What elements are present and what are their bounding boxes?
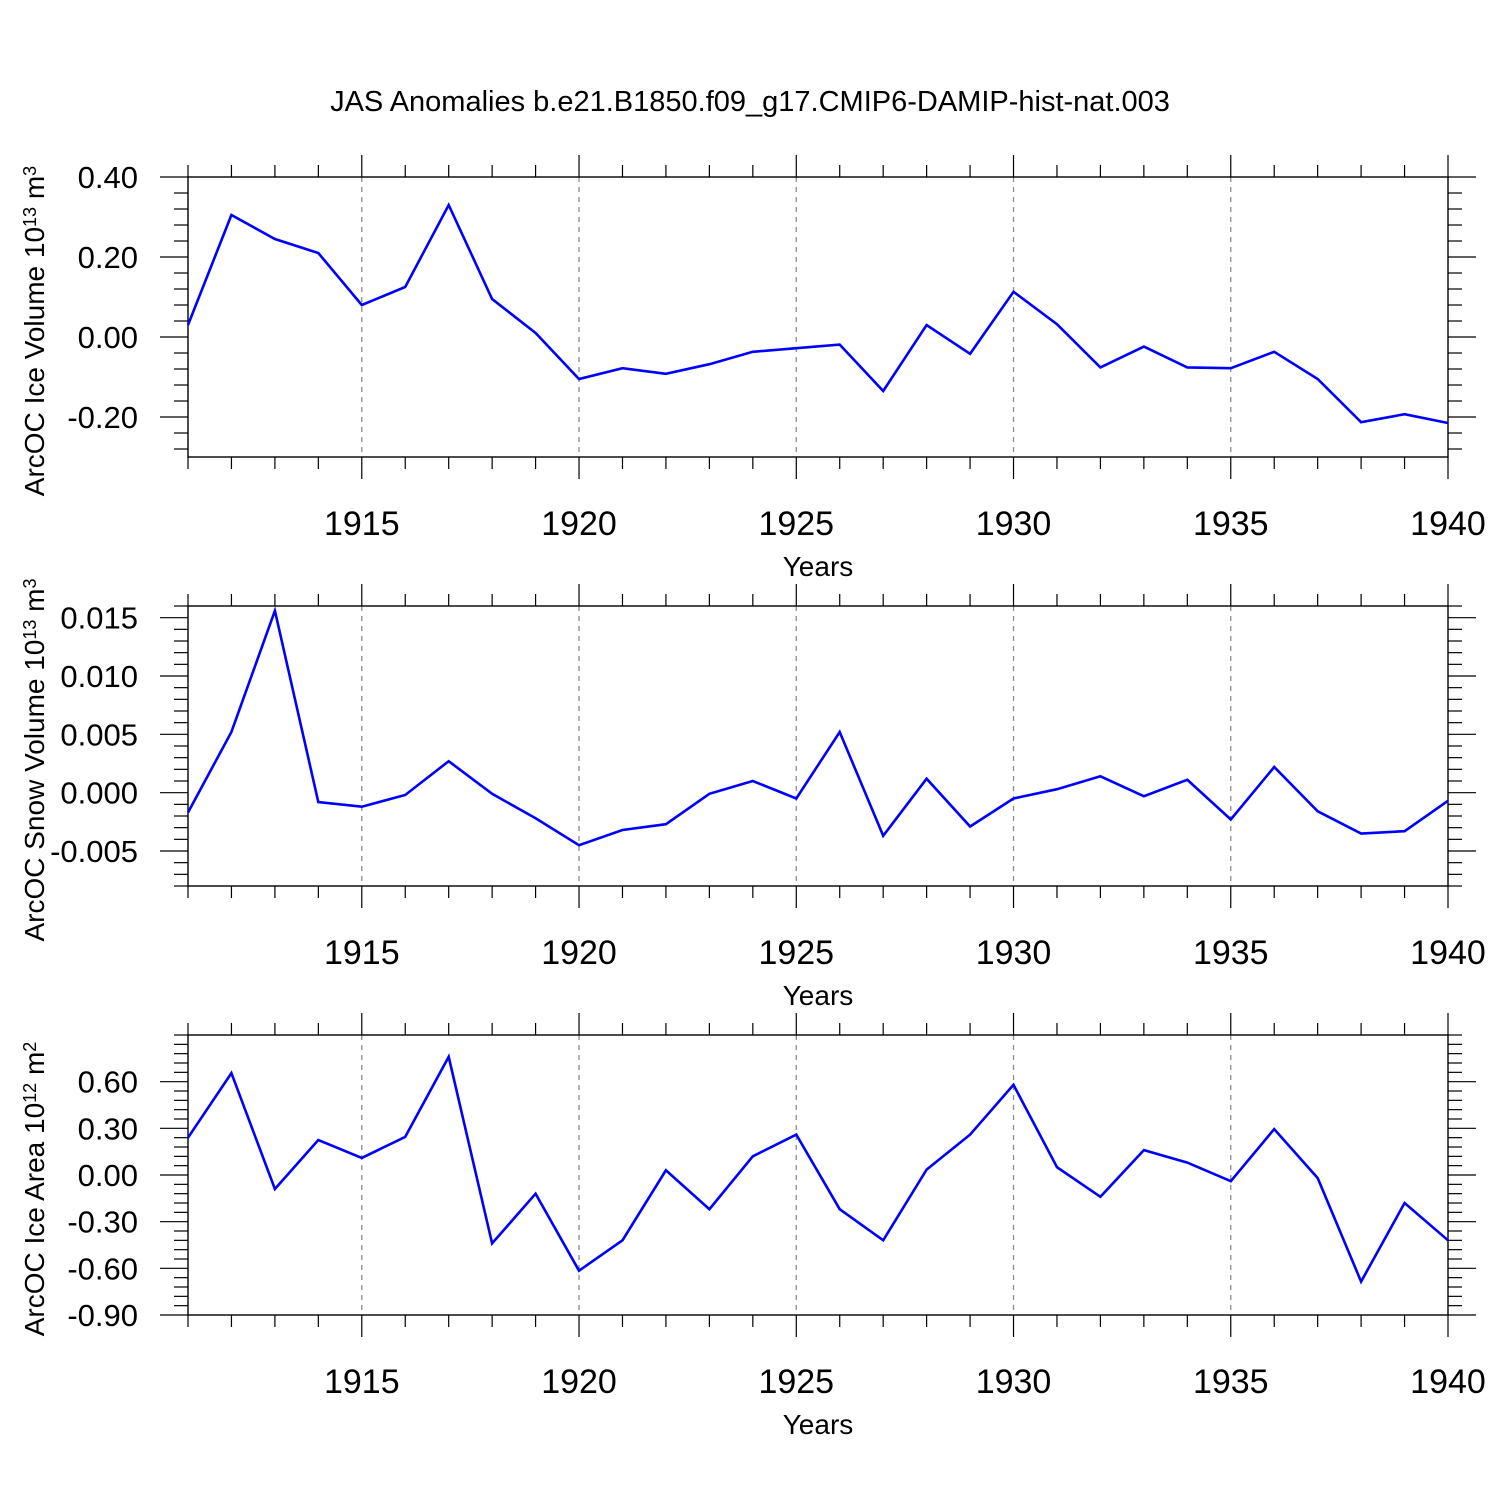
y-tick-label: 0.005: [60, 717, 138, 752]
x-tick-label: 1915: [324, 1363, 400, 1401]
y-axis-label-mid: m: [19, 588, 50, 619]
y-tick-label: 0.30: [78, 1111, 138, 1146]
x-tick-label: 1940: [1410, 1363, 1486, 1401]
y-axis-label-sup1: 13: [20, 207, 40, 227]
plot-frame: [187, 176, 1449, 458]
series-line: [186, 202, 1449, 425]
x-tick-label: 1915: [324, 505, 400, 543]
y-tick-label: 0.000: [60, 776, 138, 811]
y-axis-label-sup2: 3: [20, 578, 40, 588]
x-axis-label: Years: [783, 1409, 854, 1440]
y-tick-label: 0.00: [78, 1158, 138, 1193]
plot-frame: [187, 605, 1449, 887]
y-axis-label-mid: m: [19, 176, 50, 207]
y-axis-label-main: ArcOC Ice Area 10: [19, 1103, 50, 1336]
y-axis-label: ArcOC Snow Volume 1013 m3: [19, 578, 50, 941]
x-axis-label: Years: [783, 551, 854, 582]
y-tick-label: -0.60: [67, 1251, 138, 1286]
y-tick-label: -0.20: [67, 400, 138, 435]
x-tick-label: 1920: [541, 505, 617, 543]
y-tick-label: 0.20: [78, 240, 138, 275]
x-tick-label: 1920: [541, 1363, 617, 1401]
series-line: [186, 1053, 1449, 1285]
y-axis-label-main: ArcOC Ice Volume 10: [19, 227, 50, 496]
x-tick-label: 1920: [541, 934, 617, 972]
x-tick-label: 1935: [1193, 1363, 1269, 1401]
y-tick-label: -0.90: [67, 1298, 138, 1333]
x-tick-label: 1925: [758, 505, 834, 543]
y-tick-label: 0.40: [78, 160, 138, 195]
y-tick-label: 0.60: [78, 1065, 138, 1100]
x-tick-label: 1930: [976, 934, 1052, 972]
y-axis-label-main: ArcOC Snow Volume 10: [19, 640, 50, 942]
x-axis-label: Years: [783, 980, 854, 1011]
plot-frame: [187, 1034, 1449, 1316]
x-tick-label: 1940: [1410, 505, 1486, 543]
x-tick-label: 1935: [1193, 934, 1269, 972]
y-tick-label: -0.30: [67, 1205, 138, 1240]
panel-2: 0.015 0.010 0.005 0.000 -0.005 1915 1920 1925 19…: [19, 578, 1486, 1011]
y-tick-label: 0.010: [60, 659, 138, 694]
y-axis-label-sup1: 13: [20, 620, 40, 640]
series-line: [186, 606, 1449, 847]
y-axis-label-sup2: 3: [20, 166, 40, 176]
y-axis-label-sup1: 12: [20, 1083, 40, 1103]
y-tick-label: 0.00: [78, 320, 138, 355]
x-tick-label: 1930: [976, 505, 1052, 543]
x-tick-label: 1930: [976, 1363, 1052, 1401]
y-tick-label: 0.015: [60, 601, 138, 636]
x-tick-label: 1940: [1410, 934, 1486, 972]
chart-title: JAS Anomalies b.e21.B1850.f09_g17.CMIP6-…: [330, 86, 1170, 118]
x-tick-label: 1915: [324, 934, 400, 972]
x-tick-label: 1935: [1193, 505, 1269, 543]
panel-1: 0.40 0.20 0.00 -0.20 1915 1920 1925 1930 1935 194…: [19, 155, 1486, 582]
panel-3: 0.60 0.30 0.00 -0.30 -0.60 -0.90 1915 1920 1925 1…: [19, 1013, 1486, 1440]
y-axis-label-mid: m: [19, 1052, 50, 1083]
y-tick-label: -0.005: [50, 834, 138, 869]
y-axis-label-sup2: 2: [20, 1042, 40, 1052]
y-axis-label: ArcOC Ice Volume 1013 m3: [19, 166, 50, 496]
x-tick-label: 1925: [758, 1363, 834, 1401]
x-tick-label: 1925: [758, 934, 834, 972]
y-axis-label: ArcOC Ice Area 1012 m2: [19, 1042, 50, 1337]
